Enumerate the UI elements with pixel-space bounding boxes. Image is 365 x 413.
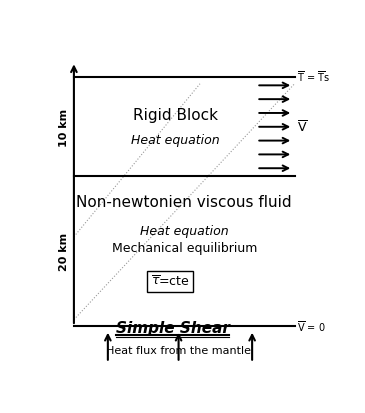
Text: $\overline{\mathrm{V}}$: $\overline{\mathrm{V}}$ (297, 120, 308, 135)
Text: Rigid Block: Rigid Block (133, 107, 218, 122)
Text: 10 km: 10 km (59, 109, 69, 147)
Text: Mechanical equilibrium: Mechanical equilibrium (112, 242, 257, 255)
Text: $\overline{\mathrm{V}}$ = 0: $\overline{\mathrm{V}}$ = 0 (297, 319, 326, 334)
Text: Heat equation: Heat equation (140, 224, 228, 237)
Text: 20 km: 20 km (59, 233, 69, 271)
Text: Simple Shear: Simple Shear (116, 320, 230, 335)
Text: $\overline{\mathrm{T}}$ = $\overline{\mathrm{T}}$s: $\overline{\mathrm{T}}$ = $\overline{\ma… (297, 69, 330, 84)
Text: Non-newtonien viscous fluid: Non-newtonien viscous fluid (76, 195, 292, 210)
Text: Heat flux from the mantle: Heat flux from the mantle (106, 345, 251, 355)
Text: $\overline{\tau}$=cte: $\overline{\tau}$=cte (151, 275, 189, 289)
Text: Heat equation: Heat equation (131, 134, 220, 147)
